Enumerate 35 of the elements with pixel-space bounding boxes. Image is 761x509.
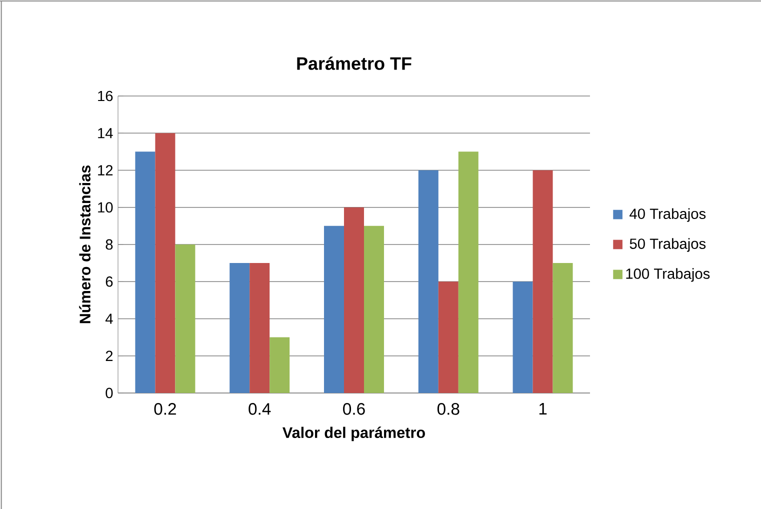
y-axis-title: Número de Instancias [79,165,90,324]
x-tick-label: 0.8 [437,403,460,415]
y-tick-label: 2 [106,350,113,361]
x-tick-label: 1 [539,403,547,414]
y-tick-label: 6 [106,276,113,287]
y-tick-label: 0 [106,388,113,398]
y-tick-label: 14 [98,128,113,138]
legend-label: 50 Trabajos [630,238,706,252]
bar [135,152,156,393]
bar [324,226,344,393]
y-tick-label: 16 [98,90,113,102]
bar [344,207,364,393]
bar [418,170,438,393]
y-tick-label: 12 [98,165,113,176]
bar [552,263,573,393]
bar [270,337,290,393]
x-tick-label: 0.2 [154,403,176,415]
x-tick-label: 0.4 [248,403,271,415]
y-tick-label: 8 [106,239,113,250]
x-axis-title: Valor del parámetro [282,426,425,442]
y-tick-label: 4 [105,314,113,324]
bar [250,263,270,393]
bar [364,226,384,393]
bar [512,282,533,393]
bar [175,244,196,393]
bar [155,133,176,393]
bar [438,282,458,393]
bar [532,170,553,393]
legend-label: 40 Trabajos [630,208,706,222]
legend-label: 100 Trabajos [626,268,710,282]
bar [230,263,250,393]
chart-title: Parámetro TF [297,56,412,70]
x-tick-label: 0.6 [343,403,365,415]
bar [458,152,478,393]
y-tick-label: 10 [98,202,113,213]
